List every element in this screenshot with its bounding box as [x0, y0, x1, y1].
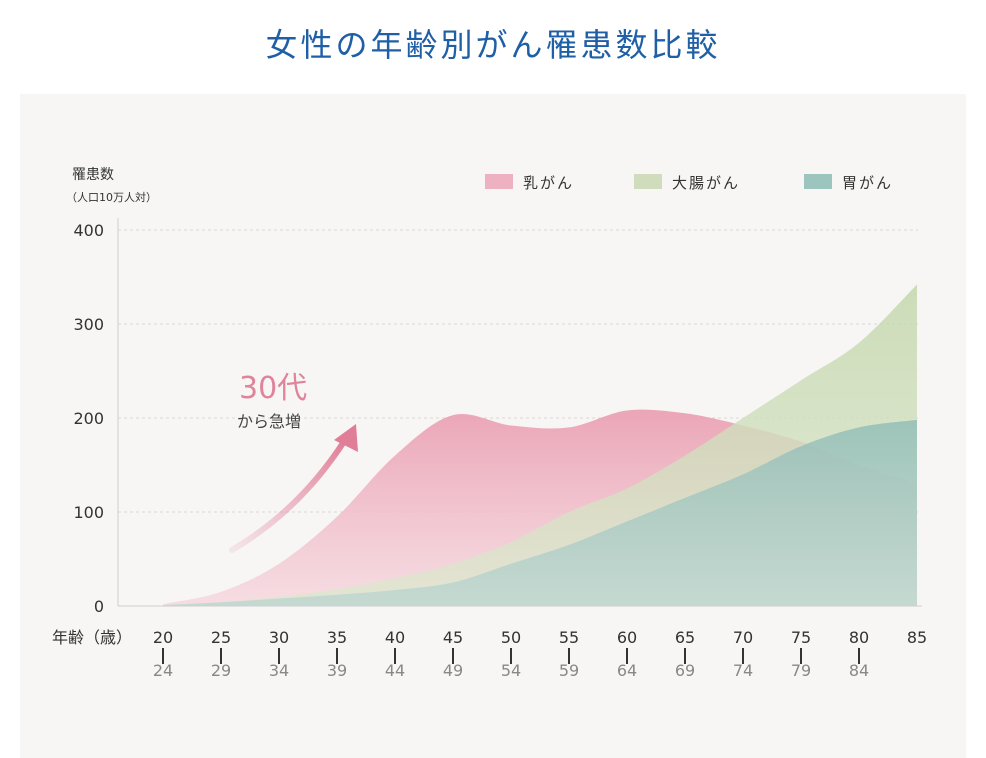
- x-tick-start: 30: [269, 628, 289, 647]
- legend-label: 胃がん: [842, 174, 893, 192]
- x-tick-end: 34: [269, 661, 289, 680]
- x-tick-start: 50: [501, 628, 521, 647]
- x-tick-end: 24: [153, 661, 173, 680]
- x-tick-end: 84: [849, 661, 869, 680]
- x-tick-end: 79: [791, 661, 811, 680]
- legend-swatch: [634, 174, 662, 189]
- x-tick-end: 49: [443, 661, 463, 680]
- x-tick-end: 59: [559, 661, 579, 680]
- x-tick-start: 55: [559, 628, 579, 647]
- x-tick-start: 65: [675, 628, 695, 647]
- x-tick-start: 75: [791, 628, 811, 647]
- x-tick-end: 29: [211, 661, 231, 680]
- annotation: 30代 から急増: [229, 371, 358, 553]
- series-areas: [163, 284, 917, 606]
- x-tick-start: 40: [385, 628, 405, 647]
- legend-swatch: [485, 174, 513, 189]
- legend-swatch: [804, 174, 832, 189]
- x-tick-start: 35: [327, 628, 347, 647]
- y-ticks: 0 100 200 300 400: [73, 221, 104, 616]
- series-stomach-area: [163, 419, 917, 606]
- increase-arrow-icon: [229, 437, 348, 553]
- x-tick-end: 64: [617, 661, 637, 680]
- arrow-head: [334, 424, 358, 452]
- legend-label: 大腸がん: [672, 174, 740, 192]
- annotation-small: から急増: [237, 412, 301, 431]
- x-tick-end: 44: [385, 661, 405, 680]
- page-title: 女性の年齢別がん罹患数比較: [265, 26, 721, 64]
- x-tick-start: 45: [443, 628, 463, 647]
- y-tick-label: 100: [73, 503, 104, 522]
- y-tick-label: 200: [73, 409, 104, 428]
- x-tick-start: 85: [907, 628, 927, 647]
- legend-label: 乳がん: [523, 174, 574, 192]
- x-tick-start: 25: [211, 628, 231, 647]
- annotation-big: 30代: [239, 371, 307, 406]
- y-tick-label: 400: [73, 221, 104, 240]
- x-tick-end: 54: [501, 661, 521, 680]
- x-tick-end: 69: [675, 661, 695, 680]
- x-tick-start: 70: [733, 628, 753, 647]
- y-axis-unit: （人口10万人対）: [66, 190, 157, 204]
- y-tick-label: 300: [73, 315, 104, 334]
- legend: 乳がん 大腸がん 胃がん: [485, 174, 893, 192]
- x-ticks: 20 24 25 29 30 34 35 39 40 44 45 49 50 54 55 59 60 64 65 69…: [153, 628, 927, 680]
- y-tick-label: 0: [94, 597, 104, 616]
- x-tick-start: 20: [153, 628, 173, 647]
- x-tick-start: 60: [617, 628, 637, 647]
- y-axis-label: 罹患数: [72, 167, 114, 183]
- x-tick-end: 74: [733, 661, 753, 680]
- x-tick-start: 80: [849, 628, 869, 647]
- x-tick-end: 39: [327, 661, 347, 680]
- x-axis-label: 年齢（歳）: [52, 628, 132, 647]
